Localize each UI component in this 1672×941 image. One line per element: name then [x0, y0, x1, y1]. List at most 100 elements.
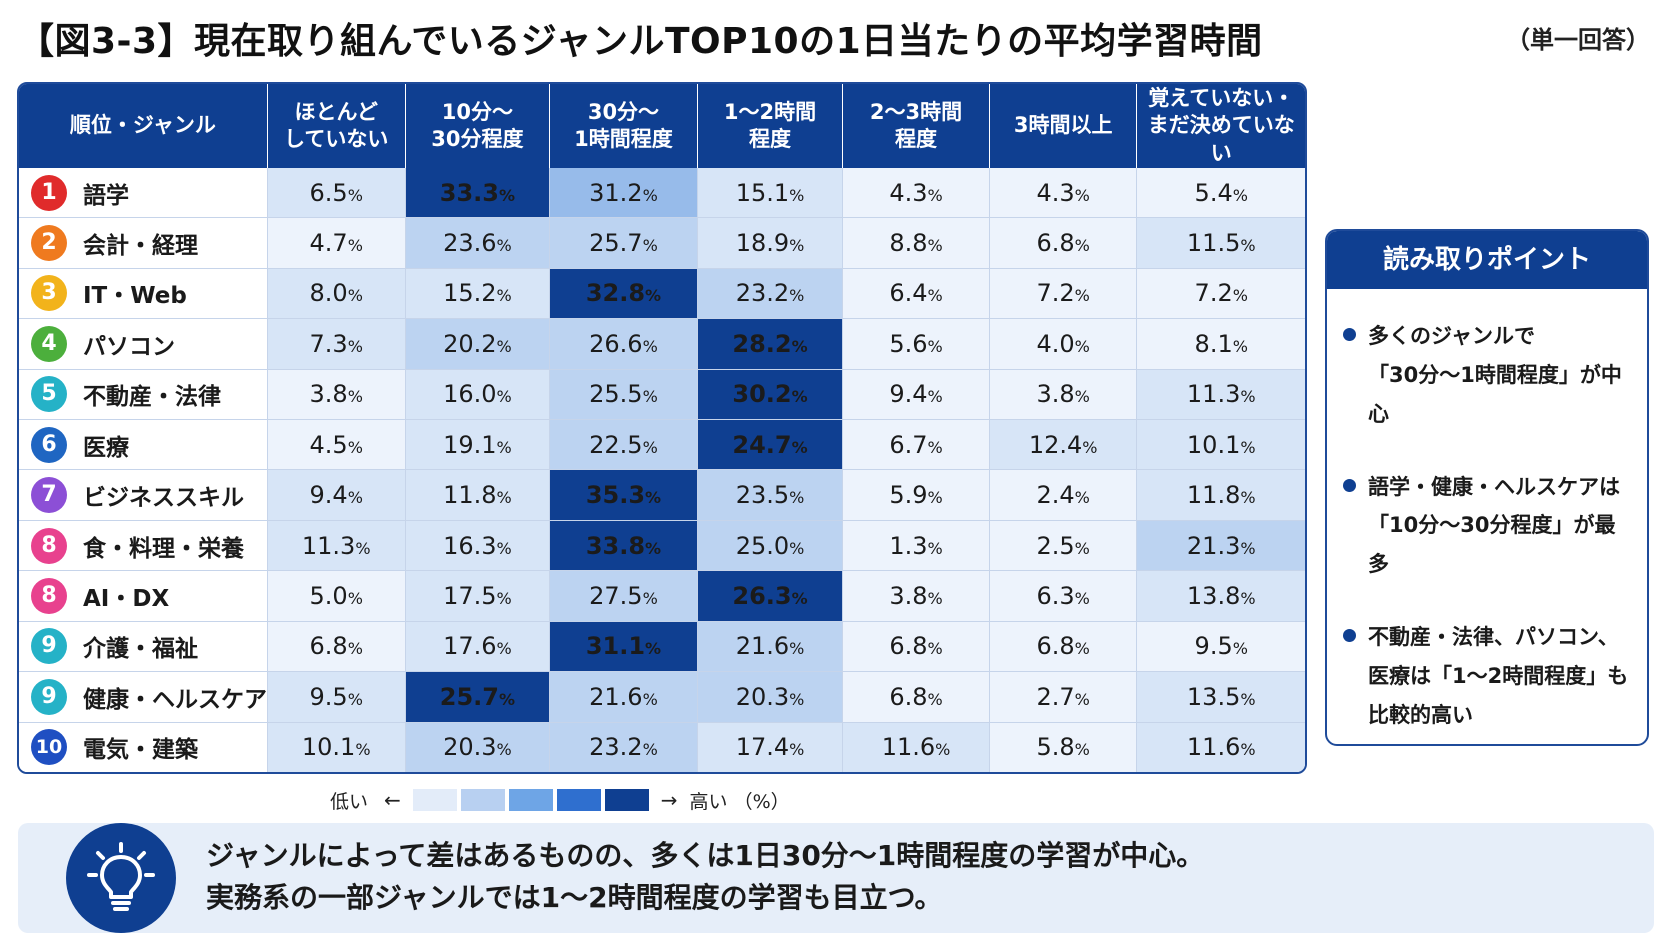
- percent-unit: %: [1232, 286, 1248, 306]
- value-number: 23.5: [735, 481, 790, 510]
- value-cell: 11.6%: [1136, 722, 1305, 772]
- value-cell: 7.2%: [1136, 268, 1305, 320]
- value-number: 6.8: [1036, 632, 1075, 661]
- value-number: 19.1: [443, 430, 497, 459]
- value-cell: 7.2%: [989, 268, 1138, 320]
- value-cell: 5.0%: [267, 570, 406, 622]
- column-header: ほとんど していない: [267, 84, 406, 168]
- percent-unit: %: [927, 639, 943, 659]
- value-cell: 5.9%: [842, 469, 990, 521]
- value-cell: 2.4%: [989, 469, 1138, 521]
- value-cell: 11.3%: [1136, 369, 1305, 421]
- legend-swatch-4: [556, 789, 601, 811]
- point-text: 不動産・法律、パソコン、 医療は「1〜2時間程度」も 比較的高い: [1368, 625, 1629, 727]
- percent-unit: %: [496, 286, 512, 306]
- value-number: 6.5: [309, 178, 348, 207]
- percent-unit: %: [789, 639, 805, 659]
- table-row: 3 IT・Web 8.0% 15.2% 32.8% 23.2% 6.4% 7.2% 7.2%: [19, 268, 1305, 320]
- value-cell: 13.8%: [1136, 570, 1305, 622]
- value-cell: 15.1%: [697, 168, 844, 219]
- value-cell: 5.4%: [1136, 168, 1305, 219]
- value-cell: 25.7%: [405, 671, 551, 723]
- value-cell: 16.3%: [405, 520, 551, 572]
- value-number: 9.4: [889, 380, 928, 409]
- value-cell: 8.1%: [1136, 318, 1305, 370]
- value-cell: 18.9%: [697, 217, 844, 269]
- bullet-icon: [1343, 328, 1356, 341]
- percent-unit: %: [927, 387, 943, 407]
- chart-title: 【図3-3】現在取り組んでいるジャンルTOP10の1日当たりの平均学習時間: [18, 21, 1263, 62]
- column-header: 3時間以上: [989, 84, 1138, 168]
- table-row: 8 食・料理・栄養 11.3% 16.3% 33.8% 25.0% 1.3% 2.5% 21.3…: [19, 520, 1305, 572]
- heatmap-table-container: 順位・ジャンル ほとんど していない 10分〜 30分程度 30分〜 1時間程度 1〜…: [17, 82, 1307, 774]
- percent-unit: %: [927, 538, 943, 558]
- value-number: 3.8: [309, 380, 348, 409]
- summary-line: ジャンルによって差はあるものの、多くは1日30分〜1時間程度の学習が中心。: [206, 839, 1205, 872]
- rank-badge: 8: [31, 578, 67, 615]
- reading-points-panel: 読み取りポイント 多くのジャンルで 「30分〜1時間程度」が中心 語学・健康・ヘ…: [1325, 229, 1649, 746]
- value-cell: 11.3%: [267, 520, 406, 572]
- value-cell: 6.3%: [989, 570, 1138, 622]
- value-number: 5.9: [889, 481, 928, 510]
- value-number: 27.5: [589, 582, 643, 611]
- value-number: 17.5: [443, 582, 497, 611]
- genre-cell: 1 語学: [19, 168, 268, 219]
- genre-name: パソコン: [83, 333, 175, 360]
- genre-name: 健康・ヘルスケア: [83, 686, 267, 713]
- legend-right-arrow: →: [660, 788, 678, 812]
- legend-high-label: 高い: [689, 790, 728, 813]
- value-number: 21.3: [1186, 531, 1241, 560]
- value-cell: 21.6%: [549, 671, 698, 723]
- rank-badge: 7: [31, 477, 67, 514]
- table-row: 1 語学 6.5% 33.3% 31.2% 15.1% 4.3% 4.3% 5.4%: [19, 168, 1305, 219]
- color-legend: 低い ← → 高い （%）: [330, 787, 790, 813]
- value-cell: 11.8%: [1136, 469, 1305, 521]
- genre-cell: 8 食・料理・栄養: [19, 520, 268, 572]
- percent-unit: %: [1074, 639, 1090, 659]
- value-number: 4.3: [889, 178, 928, 207]
- table-row: 2 会計・経理 4.7% 23.6% 25.7% 18.9% 8.8% 6.8% 11.5%: [19, 217, 1305, 269]
- value-number: 31.2: [589, 178, 643, 207]
- column-header: 覚えていない・ まだ決めていない: [1136, 84, 1305, 168]
- percent-unit: %: [927, 437, 943, 457]
- value-number: 21.6: [735, 632, 790, 661]
- percent-unit: %: [645, 639, 662, 659]
- value-number: 33.8: [585, 531, 646, 560]
- table-header-row: 順位・ジャンル ほとんど していない 10分〜 30分程度 30分〜 1時間程度 1〜…: [19, 84, 1305, 168]
- value-number: 5.8: [1036, 733, 1075, 762]
- percent-unit: %: [645, 538, 662, 558]
- value-cell: 33.8%: [549, 520, 698, 572]
- rank-badge: 5: [31, 376, 67, 413]
- genre-name: 食・料理・栄養: [83, 535, 244, 562]
- percent-unit: %: [347, 286, 363, 306]
- value-number: 13.5: [1186, 682, 1241, 711]
- percent-unit: %: [347, 336, 363, 356]
- summary-box: ジャンルによって差はあるものの、多くは1日30分〜1時間程度の学習が中心。 実務…: [18, 823, 1654, 933]
- percent-unit: %: [496, 538, 512, 558]
- percent-unit: %: [496, 740, 512, 760]
- answer-type-note: （単一回答）: [1506, 26, 1650, 54]
- value-cell: 11.6%: [842, 722, 990, 772]
- value-cell: 4.0%: [989, 318, 1138, 370]
- reading-points-list: 多くのジャンルで 「30分〜1時間程度」が中心 語学・健康・ヘルスケアは 「10…: [1327, 289, 1647, 735]
- percent-unit: %: [1232, 639, 1248, 659]
- rank-badge: 9: [31, 678, 67, 715]
- value-number: 20.2: [443, 329, 497, 358]
- percent-unit: %: [347, 488, 363, 508]
- value-number: 25.5: [589, 380, 643, 409]
- value-cell: 7.3%: [267, 318, 406, 370]
- genre-cell: 4 パソコン: [19, 318, 268, 370]
- value-cell: 26.3%: [697, 570, 844, 622]
- value-cell: 35.3%: [549, 469, 698, 521]
- value-number: 9.5: [1194, 632, 1233, 661]
- value-cell: 1.3%: [842, 520, 990, 572]
- percent-unit: %: [927, 589, 943, 609]
- value-number: 2.4: [1036, 481, 1075, 510]
- legend-swatch-1: [412, 789, 457, 811]
- percent-unit: %: [789, 488, 805, 508]
- reading-points-heading: 読み取りポイント: [1327, 231, 1647, 289]
- value-cell: 25.7%: [549, 217, 698, 269]
- value-cell: 24.7%: [697, 419, 844, 471]
- value-number: 6.8: [889, 682, 928, 711]
- percent-unit: %: [1240, 589, 1256, 609]
